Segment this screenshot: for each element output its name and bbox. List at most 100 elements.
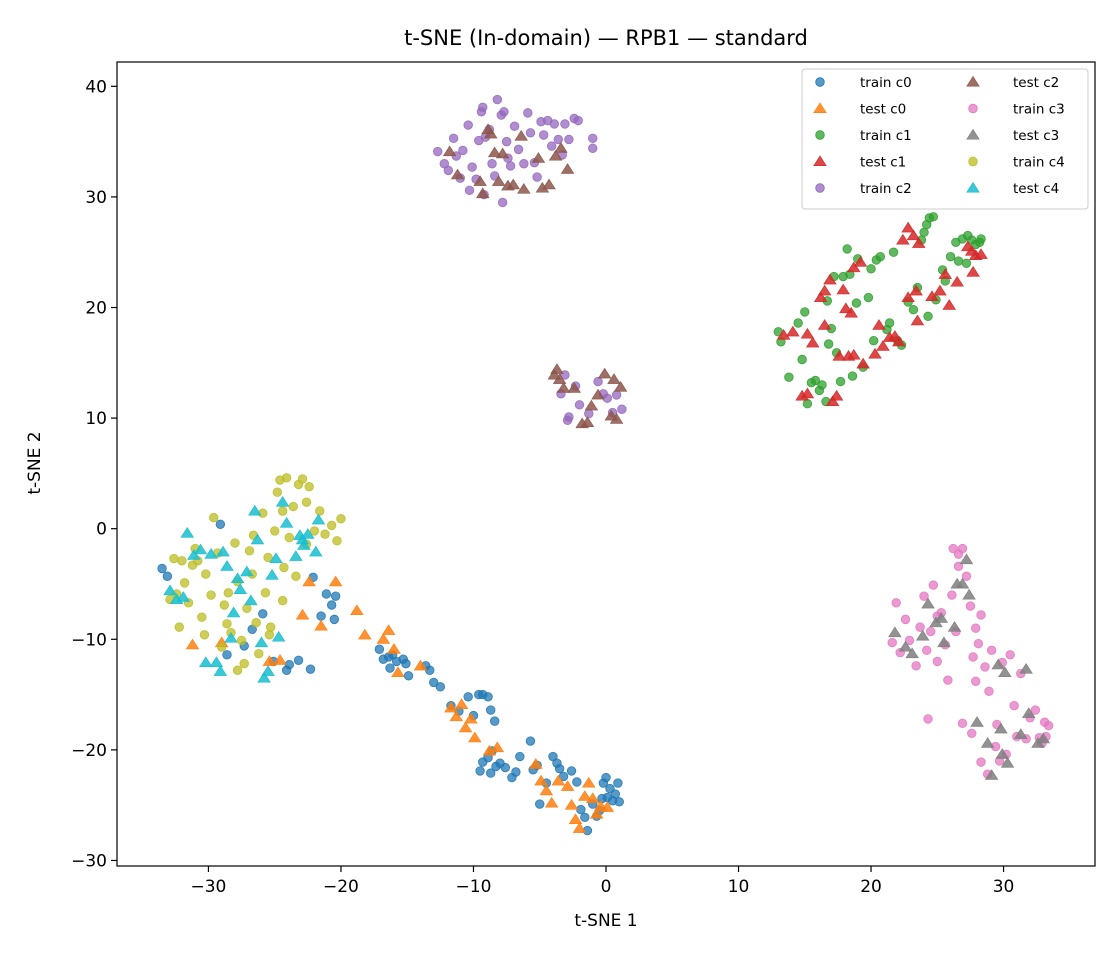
data-point — [566, 766, 577, 776]
data-point — [463, 120, 473, 130]
data-point — [222, 650, 232, 660]
data-point — [476, 187, 490, 199]
data-point — [442, 145, 457, 157]
data-point — [301, 497, 312, 507]
legend-item: test c2 — [966, 75, 1059, 91]
data-point — [542, 178, 556, 190]
data-point — [311, 513, 326, 525]
data-point — [279, 562, 289, 573]
data-point — [556, 382, 571, 393]
data-point — [209, 656, 224, 667]
data-point — [260, 588, 271, 598]
data-point — [1009, 700, 1019, 711]
y-tick-label: 20 — [85, 299, 107, 319]
data-point — [174, 622, 184, 632]
data-point — [839, 302, 853, 314]
data-point — [517, 183, 531, 194]
data-point — [591, 388, 605, 400]
y-axis-ticks: −30 −20 −10 0 10 20 30 40 — [71, 77, 117, 871]
data-point — [948, 543, 958, 554]
data-point — [387, 643, 401, 654]
data-point — [177, 556, 187, 566]
data-point — [805, 336, 820, 348]
legend-item: train c4 — [968, 155, 1065, 171]
data-point — [293, 655, 304, 665]
data-point — [572, 777, 582, 787]
data-point — [934, 612, 949, 623]
data-point — [609, 413, 624, 424]
data-point — [613, 380, 628, 392]
data-point — [797, 354, 807, 365]
data-point — [842, 244, 852, 254]
data-point — [953, 256, 964, 266]
data-point — [244, 546, 255, 556]
data-point — [991, 658, 1006, 670]
y-tick-label: 30 — [85, 188, 107, 208]
legend-label: test c3 — [1013, 128, 1059, 144]
data-point — [582, 776, 596, 788]
data-point — [892, 335, 906, 347]
data-point — [478, 757, 488, 767]
data-point — [236, 635, 247, 646]
data-point — [525, 128, 536, 138]
data-point — [230, 572, 245, 583]
data-point — [500, 762, 510, 773]
data-point — [614, 797, 624, 807]
data-point — [495, 147, 510, 159]
data-point — [257, 671, 271, 683]
data-point — [444, 701, 458, 713]
data-point — [391, 666, 405, 677]
data-point — [945, 251, 956, 262]
data-point — [921, 597, 935, 609]
data-point — [206, 590, 216, 600]
data-point — [967, 728, 977, 738]
legend-marker — [968, 156, 978, 167]
data-point — [232, 665, 243, 675]
data-point — [888, 247, 899, 257]
data-point — [489, 716, 500, 726]
data-point — [501, 136, 512, 147]
data-point — [552, 373, 567, 384]
data-point — [258, 609, 268, 619]
data-point — [971, 623, 981, 633]
y-tick-label: 10 — [85, 409, 107, 429]
data-point — [851, 298, 862, 308]
legend-item: test c1 — [813, 155, 906, 171]
series-test-c4 — [163, 496, 326, 683]
data-point — [288, 501, 298, 512]
data-point — [611, 390, 622, 400]
data-point — [965, 601, 976, 611]
y-axis-label: t-SNE 2 — [25, 431, 45, 494]
data-point — [315, 506, 325, 516]
data-points — [157, 94, 1054, 836]
data-point — [162, 571, 173, 581]
data-point — [509, 121, 520, 131]
data-point — [955, 577, 970, 589]
data-point — [901, 221, 915, 233]
data-point — [381, 624, 396, 635]
data-point — [468, 731, 482, 743]
data-point — [600, 801, 615, 812]
data-point — [193, 543, 208, 555]
data-point — [868, 347, 882, 359]
data-point — [876, 340, 890, 351]
data-point — [226, 606, 241, 618]
data-point — [784, 372, 794, 382]
data-point — [525, 736, 536, 746]
data-point — [872, 319, 886, 330]
data-point — [265, 569, 279, 580]
series-test-c1 — [776, 221, 988, 407]
data-point — [328, 575, 343, 587]
data-point — [1030, 705, 1041, 715]
data-point — [602, 393, 613, 403]
data-point — [573, 115, 583, 126]
data-point — [564, 799, 579, 810]
data-point — [915, 629, 930, 641]
legend-item: train c1 — [815, 128, 912, 144]
data-point — [187, 549, 201, 560]
legend-label: test c0 — [860, 102, 906, 118]
series-test-c3 — [888, 553, 1051, 780]
legend-frame — [801, 68, 1089, 210]
x-tick-label: −20 — [323, 877, 359, 897]
data-point — [900, 614, 911, 625]
